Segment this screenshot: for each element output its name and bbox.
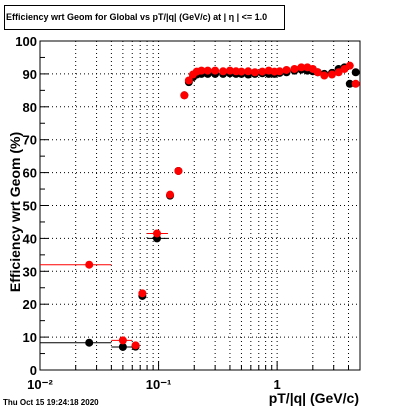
y-tick-label: 70 [23, 133, 37, 148]
x-tick-label: 10⁻¹ [146, 377, 172, 392]
data-point [118, 336, 127, 345]
data-point [219, 67, 228, 76]
y-tick-label: 40 [23, 231, 37, 246]
data-point [282, 65, 291, 74]
data-point [203, 66, 212, 75]
data-point [345, 61, 354, 70]
x-tick-label: 1 [274, 377, 281, 392]
data-point [334, 68, 343, 77]
data-point [290, 64, 299, 73]
data-point [138, 289, 147, 298]
data-point [211, 66, 220, 75]
axis-ticks [39, 40, 361, 371]
y-tick-label: 20 [23, 297, 37, 312]
data-point [244, 67, 253, 76]
data-point [237, 67, 246, 76]
y-tick-label: 10 [23, 330, 37, 345]
y-tick-label: 100 [15, 34, 37, 49]
data-point [174, 166, 183, 175]
data-point [85, 260, 94, 269]
data-point [197, 66, 206, 75]
timestamp: Thu Oct 15 19:24:18 2020 [3, 398, 99, 407]
grid-lines [40, 41, 361, 370]
x-tick-labels: 10⁻² 10⁻¹ 1 [27, 377, 281, 392]
data-point [345, 79, 354, 88]
data-point [180, 91, 189, 100]
data-point [166, 190, 175, 199]
data-point [351, 79, 360, 88]
data-point [351, 68, 360, 77]
y-tick-label: 50 [23, 199, 37, 214]
chart-title: Efficiency wrt Geom for Global vs pT/|q|… [4, 5, 285, 30]
data-point [313, 68, 322, 77]
data-point [250, 68, 259, 77]
data-point [131, 341, 140, 350]
y-tick-label: 60 [23, 166, 37, 181]
x-axis-label: pT/|q| (GeV/c) [269, 390, 359, 406]
series-1 [40, 61, 360, 350]
data-point [225, 66, 234, 75]
data-point [85, 338, 94, 347]
data-point [118, 342, 127, 351]
data-series [40, 61, 360, 351]
data-point [152, 229, 161, 238]
data-point [184, 76, 193, 85]
data-point [327, 70, 336, 79]
data-point [275, 67, 284, 76]
y-tick-label: 30 [23, 264, 37, 279]
y-tick-labels: 0 10 20 30 40 50 60 70 80 90 100 [15, 34, 37, 378]
data-point [320, 71, 329, 80]
data-point [258, 67, 267, 76]
y-tick-label: 80 [23, 100, 37, 115]
x-tick-label: 10⁻² [27, 377, 53, 392]
y-tick-label: 90 [23, 67, 37, 82]
y-axis-label: Efficiency wrt Geom (%) [7, 132, 23, 292]
data-point [297, 63, 306, 72]
y-tick-label: 0 [30, 363, 37, 378]
